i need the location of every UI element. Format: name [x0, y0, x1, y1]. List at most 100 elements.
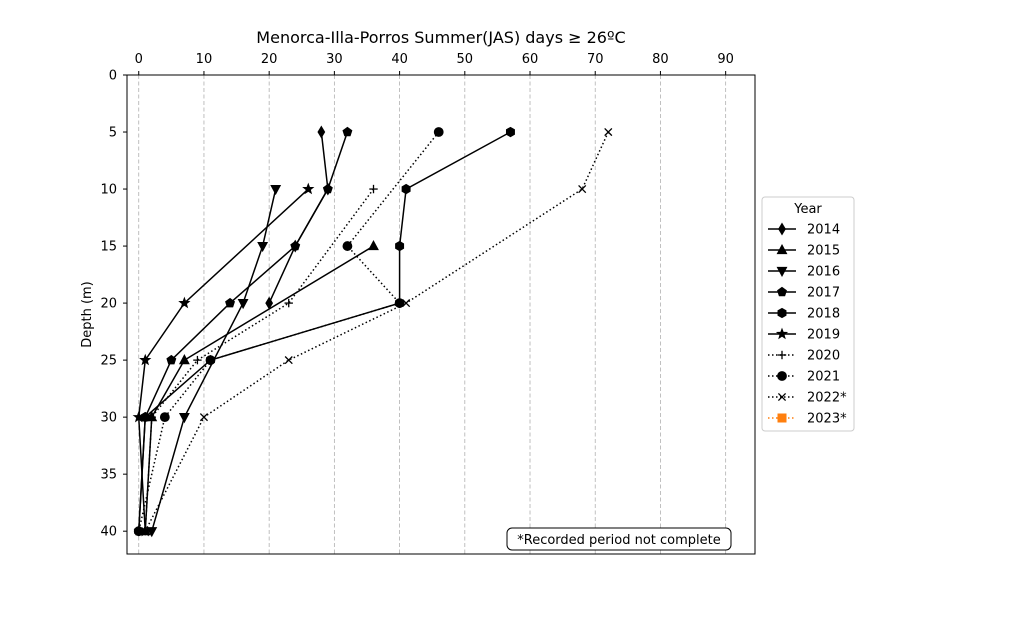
legend-marker [777, 286, 787, 297]
y-tick-label: 25 [100, 354, 117, 369]
data-point-2017 [166, 354, 177, 365]
data-point-2018 [140, 411, 150, 423]
data-point-2016 [257, 241, 269, 253]
x-tick-label: 60 [522, 52, 539, 67]
y-axis-label: Depth (m) [80, 281, 95, 348]
data-point-2022 [402, 299, 411, 308]
series-2014 [265, 125, 332, 310]
legend-marker [777, 307, 787, 319]
data-point-2020 [193, 355, 202, 365]
series-line-2017 [137, 131, 349, 532]
data-point-2021 [205, 355, 216, 366]
y-tick-label: 15 [100, 240, 117, 255]
y-tick-label: 35 [100, 468, 117, 483]
data-point-2022 [284, 356, 293, 365]
legend-marker [778, 222, 786, 236]
y-tick-label: 30 [100, 411, 117, 426]
data-point-2016 [237, 299, 249, 310]
legend-marker [777, 371, 787, 381]
y-tick-label: 10 [100, 183, 117, 198]
data-point-2017 [225, 297, 235, 308]
legend-item-2021: 2021 [768, 370, 840, 385]
series-group [132, 125, 613, 538]
legend-title: Year [793, 202, 822, 217]
x-grid-lines [138, 75, 727, 554]
data-point-2014 [317, 125, 326, 139]
legend-item-2016: 2016 [768, 265, 840, 280]
legend-item-2018: 2018 [768, 307, 840, 322]
x-tick-label: 10 [196, 52, 213, 67]
series-line-2015 [144, 245, 374, 532]
series-line-2019 [137, 188, 309, 532]
legend-marker [776, 243, 788, 255]
series-2022 [141, 127, 613, 536]
annotation-text: *Recorded period not complete [517, 533, 721, 548]
data-point-2019 [132, 410, 145, 423]
data-point-2018 [401, 183, 411, 195]
data-point-2018 [505, 126, 515, 138]
legend-label: 2014 [807, 223, 840, 238]
annotation-box: *Recorded period not complete [506, 527, 732, 551]
series-2020 [141, 184, 378, 536]
y-axis-ticks: 0 5 10 15 20 25 30 35 40 [100, 69, 127, 540]
legend-label: 2017 [807, 286, 840, 301]
y-tick-label: 5 [109, 126, 117, 141]
series-2015 [139, 240, 379, 536]
data-point-2021 [133, 526, 144, 537]
legend-label: 2015 [807, 244, 840, 259]
x-tick-label: 80 [652, 52, 669, 67]
data-point-2020 [369, 184, 378, 194]
data-point-2022 [199, 413, 209, 422]
y-tick-label: 0 [109, 69, 117, 84]
series-2021 [133, 127, 444, 537]
data-point-2020 [147, 412, 156, 422]
data-point-2022 [578, 184, 587, 194]
legend-label: 2021 [807, 370, 840, 385]
series-line-2020 [144, 188, 375, 532]
legend-item-2023: 2023* [768, 412, 847, 427]
data-point-2015 [368, 240, 379, 251]
data-point-2021 [433, 127, 444, 137]
x-tick-label: 70 [587, 52, 604, 67]
data-point-2017 [342, 126, 353, 137]
chart-title: Menorca-Illa-Porros Summer(JAS) days ≥ 2… [256, 28, 625, 47]
data-point-2018 [395, 240, 405, 252]
data-point-2016 [270, 184, 282, 196]
data-point-2022 [604, 127, 613, 137]
legend-item-2022: 2022* [768, 391, 847, 406]
series-2019 [132, 182, 315, 537]
legend-label: 2018 [807, 307, 840, 322]
legend-marker [775, 327, 789, 340]
legend-items: 2014 2015 2016 2017 2018 2019 2020 2021 2022* 202… [768, 223, 847, 427]
x-tick-label: 0 [135, 52, 143, 67]
series-2017 [133, 126, 353, 536]
data-point-2019 [302, 182, 315, 195]
legend-label: 2020 [807, 349, 840, 364]
legend-marker [777, 413, 787, 423]
plot-area-frame [126, 74, 756, 555]
data-point-2015 [178, 354, 190, 365]
legend-item-2015: 2015 [768, 244, 840, 259]
x-axis-ticks: 0 10 20 30 40 50 60 70 80 90 [135, 52, 734, 75]
data-point-2020 [284, 298, 293, 308]
data-point-2021 [159, 412, 170, 423]
y-tick-label: 40 [100, 525, 117, 540]
legend-item-2014: 2014 [768, 223, 840, 238]
legend-marker [777, 350, 787, 360]
legend-item-2017: 2017 [768, 286, 840, 301]
x-tick-label: 50 [457, 52, 474, 67]
data-point-2019 [139, 353, 152, 366]
legend-item-2019: 2019 [768, 328, 840, 343]
data-point-2019 [178, 296, 191, 309]
x-tick-label: 90 [717, 52, 734, 67]
legend-label: 2023* [807, 412, 847, 427]
legend-item-2020: 2020 [768, 349, 840, 364]
legend-label: 2016 [807, 265, 840, 280]
legend-marker [777, 392, 787, 402]
data-point-2021 [342, 241, 353, 251]
y-tick-label: 20 [100, 297, 117, 312]
data-point-2017 [290, 240, 301, 251]
legend-marker [776, 266, 788, 278]
series-2016 [146, 184, 282, 538]
